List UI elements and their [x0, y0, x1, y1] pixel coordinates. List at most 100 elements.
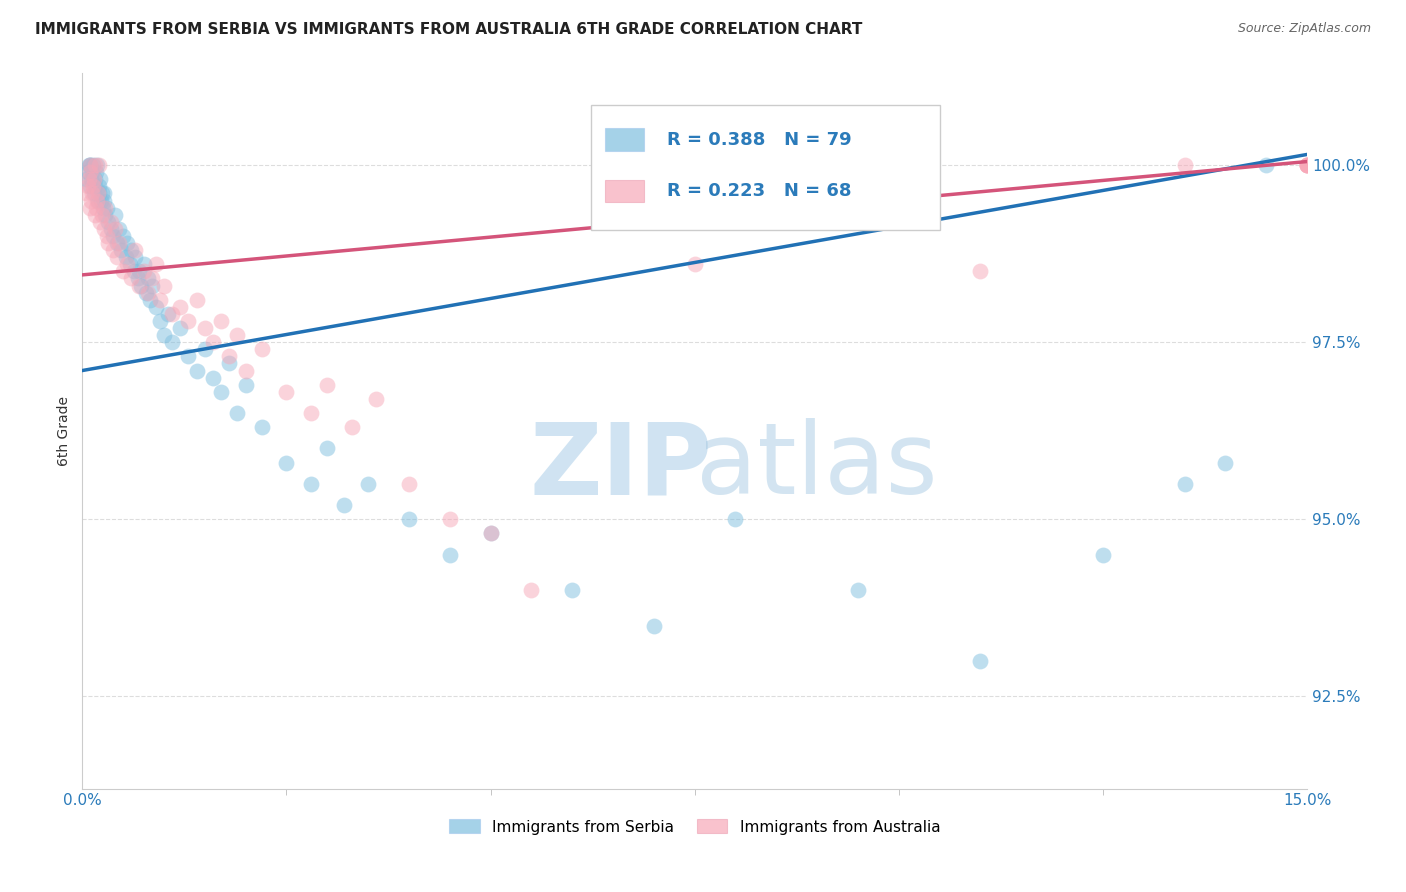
Point [90, 208, 112, 222]
Point [87, 194, 110, 208]
Point [340, 420, 363, 434]
Point [90, 186, 112, 201]
Point [86, 194, 108, 208]
Point [84, 172, 107, 186]
Point [77, 172, 100, 186]
FancyBboxPatch shape [591, 105, 939, 230]
Point [108, 222, 131, 236]
Point [299, 406, 322, 420]
Point [79, 201, 101, 215]
Point [127, 271, 149, 285]
Point [177, 350, 200, 364]
Text: atlas: atlas [696, 418, 938, 515]
Point [1215, 456, 1237, 470]
Point [97, 235, 120, 250]
Point [235, 377, 257, 392]
Point [139, 293, 162, 307]
Point [80, 186, 103, 201]
Point [1296, 158, 1319, 172]
Point [124, 250, 146, 264]
Point [153, 278, 176, 293]
Point [112, 228, 135, 243]
Point [209, 314, 232, 328]
Text: IMMIGRANTS FROM SERBIA VS IMMIGRANTS FROM AUSTRALIA 6TH GRADE CORRELATION CHART: IMMIGRANTS FROM SERBIA VS IMMIGRANTS FRO… [35, 22, 862, 37]
Point [969, 264, 991, 278]
Point [1091, 548, 1114, 562]
Point [120, 243, 142, 257]
Point [94, 201, 117, 215]
Point [1174, 476, 1197, 491]
Point [479, 526, 502, 541]
Y-axis label: 6th Grade: 6th Grade [58, 396, 72, 466]
Point [969, 654, 991, 668]
Point [80, 172, 103, 186]
Point [218, 356, 240, 370]
Point [91, 201, 114, 215]
Point [276, 384, 298, 399]
Point [561, 583, 583, 598]
Point [141, 271, 163, 285]
Point [157, 307, 180, 321]
Point [89, 172, 111, 186]
Point [357, 476, 380, 491]
Point [87, 186, 110, 201]
Point [80, 165, 103, 179]
Point [93, 194, 115, 208]
Point [80, 194, 103, 208]
Point [115, 235, 138, 250]
Point [118, 257, 141, 271]
Point [96, 228, 118, 243]
Point [145, 300, 167, 314]
Point [75, 172, 97, 186]
Point [169, 300, 191, 314]
Point [1174, 158, 1197, 172]
Text: R = 0.388   N = 79: R = 0.388 N = 79 [666, 130, 851, 149]
Point [89, 179, 111, 194]
Point [250, 343, 273, 357]
Point [439, 548, 461, 562]
Point [136, 271, 159, 285]
Point [105, 235, 128, 250]
Point [177, 314, 200, 328]
Point [1296, 158, 1319, 172]
Point [194, 343, 217, 357]
Point [201, 370, 224, 384]
Point [132, 264, 155, 278]
Point [84, 208, 107, 222]
Point [806, 179, 828, 194]
Point [82, 158, 104, 172]
Point [108, 235, 131, 250]
Point [299, 476, 322, 491]
Point [103, 243, 125, 257]
Point [103, 228, 125, 243]
Point [141, 278, 163, 293]
Point [316, 377, 339, 392]
Point [135, 285, 157, 300]
Point [104, 208, 127, 222]
Point [79, 158, 101, 172]
Point [114, 250, 136, 264]
Text: ZIP: ZIP [530, 418, 713, 515]
Point [479, 526, 502, 541]
Point [110, 243, 132, 257]
Point [250, 420, 273, 434]
Point [316, 442, 339, 456]
Point [398, 512, 420, 526]
Point [209, 384, 232, 399]
Point [79, 158, 101, 172]
Point [201, 335, 224, 350]
Point [75, 186, 97, 201]
Point [149, 293, 172, 307]
Point [96, 201, 118, 215]
Point [97, 215, 120, 229]
Point [84, 201, 107, 215]
Legend: Immigrants from Serbia, Immigrants from Australia: Immigrants from Serbia, Immigrants from … [449, 820, 941, 835]
Point [77, 165, 100, 179]
Point [1296, 158, 1319, 172]
Point [120, 271, 142, 285]
Point [332, 498, 354, 512]
Point [1256, 158, 1278, 172]
Point [104, 222, 127, 236]
Point [86, 158, 108, 172]
Point [643, 618, 665, 632]
